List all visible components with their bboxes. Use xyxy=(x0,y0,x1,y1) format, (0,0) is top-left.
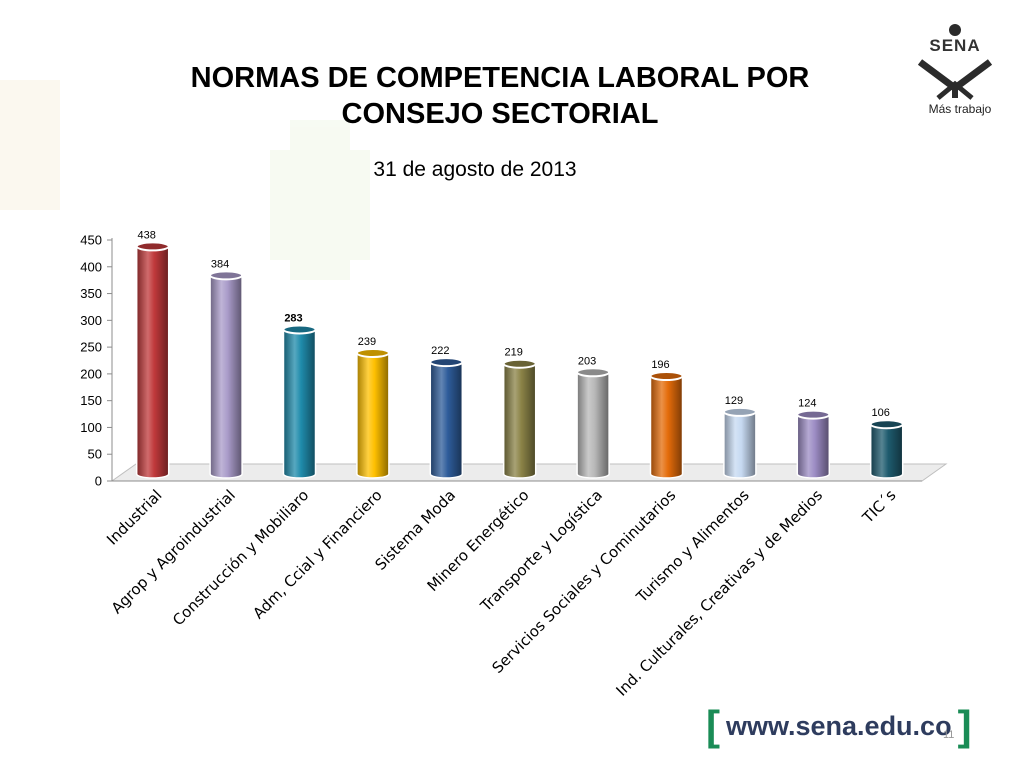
bar-top xyxy=(869,419,904,430)
y-tick-label: 250 xyxy=(80,340,102,355)
bar xyxy=(723,411,757,479)
category-label: Construcción y Mobiliaro xyxy=(169,486,312,629)
bar xyxy=(356,352,390,479)
title-line-1: NORMAS DE COMPETENCIA LABORAL POR xyxy=(190,62,810,94)
bar-top xyxy=(722,406,757,417)
bracket-right-icon: ] xyxy=(957,702,972,749)
y-tick-label: 100 xyxy=(80,420,102,435)
footer-url-text[interactable]: www.sena.edu.co xyxy=(726,710,952,741)
bar xyxy=(796,413,831,479)
data-label: 239 xyxy=(358,336,376,348)
data-label: 283 xyxy=(284,312,302,324)
data-label: 203 xyxy=(578,355,596,367)
y-tick-label: 0 xyxy=(95,474,102,489)
bar-top xyxy=(576,367,611,378)
category-label: Industrial xyxy=(103,486,165,548)
bar-top xyxy=(135,241,170,252)
slide-subtitle: 31 de agosto de 2013 xyxy=(373,158,577,181)
bar xyxy=(649,375,684,479)
bar xyxy=(576,371,610,479)
data-label: 129 xyxy=(725,395,743,407)
bar xyxy=(135,245,170,479)
y-tick-label: 50 xyxy=(88,447,102,462)
data-label: 222 xyxy=(431,345,449,357)
data-label: 219 xyxy=(505,347,523,359)
category-label: TIC´s xyxy=(858,486,899,527)
data-label: 196 xyxy=(651,359,669,371)
data-label: 124 xyxy=(798,398,816,410)
y-tick-label: 350 xyxy=(80,286,102,301)
bar xyxy=(869,423,904,479)
data-label: 384 xyxy=(211,258,229,270)
bar xyxy=(502,362,537,479)
y-tick-label: 450 xyxy=(80,233,102,248)
logo-name: SENA xyxy=(929,36,981,55)
data-label: 106 xyxy=(872,407,890,419)
bar-top xyxy=(209,270,244,281)
logo-tagline: Más trabajo xyxy=(928,102,992,116)
category-label: Adm, Ccial y Financiero xyxy=(249,486,385,622)
bar-top xyxy=(429,357,464,368)
bar-top xyxy=(649,371,684,382)
title-line-2: CONSEJO SECTORIAL xyxy=(341,98,659,130)
sena-logo: SENA Más trabajo xyxy=(910,20,1010,120)
bar-top xyxy=(355,348,390,359)
bar xyxy=(429,361,464,479)
bar-top xyxy=(796,409,831,420)
bracket-left-icon: [ xyxy=(706,702,720,749)
data-label: 438 xyxy=(138,229,156,241)
bar xyxy=(209,274,243,479)
y-tick-label: 400 xyxy=(80,259,102,274)
bar-top xyxy=(282,324,317,335)
category-label: Transporte y Logística xyxy=(476,486,606,616)
slide-title: NORMAS DE COMPETENCIA LABORAL POR CONSEJ… xyxy=(110,60,890,132)
y-tick-label: 300 xyxy=(80,313,102,328)
footer-url[interactable]: [ www.sena.edu.co ] xyxy=(700,702,978,750)
y-tick-label: 200 xyxy=(80,366,102,381)
category-label: Agrop y Agroindustrial xyxy=(108,486,239,617)
bar xyxy=(282,328,317,479)
y-tick-label: 150 xyxy=(80,393,102,408)
logo-figure-icon xyxy=(917,24,993,100)
bar-top xyxy=(502,358,537,369)
slide-number: 11 xyxy=(943,729,955,741)
